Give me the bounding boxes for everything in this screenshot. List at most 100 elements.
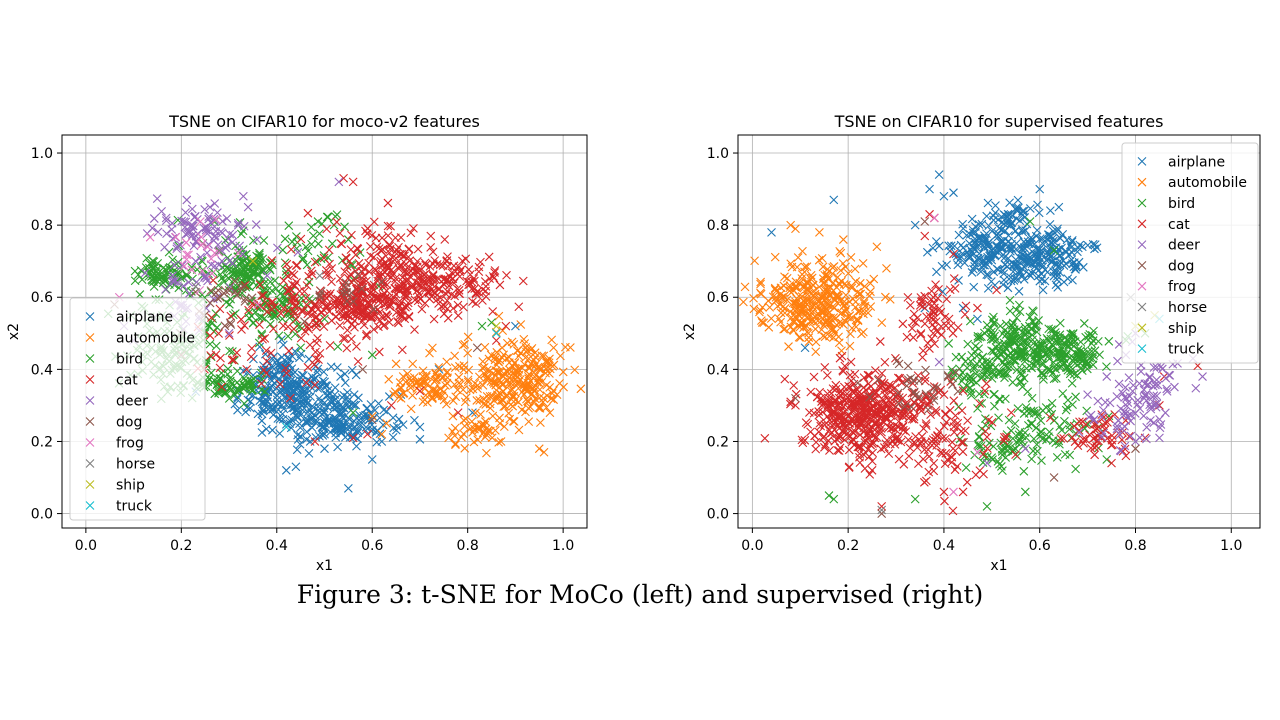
point-bird [271, 284, 281, 294]
point-frog [210, 248, 220, 258]
x-tick-label: 0.8 [1124, 538, 1146, 554]
point-bird [269, 311, 279, 321]
point-cat [295, 286, 305, 296]
point-cat [207, 313, 216, 322]
point-airplane [326, 362, 336, 372]
point-deer [1074, 428, 1084, 437]
point-cat [859, 373, 869, 382]
point-cat [450, 291, 460, 301]
point-bird [1045, 404, 1055, 414]
point-airplane [1071, 264, 1081, 274]
point-deer [1149, 363, 1159, 372]
point-airplane [281, 400, 291, 409]
point-airplane [1021, 226, 1031, 235]
point-cat [369, 324, 379, 334]
point-cat [211, 350, 221, 360]
point-bird [130, 276, 140, 286]
point-automobile [549, 360, 559, 370]
point-deer [168, 277, 178, 287]
point-automobile [803, 289, 812, 299]
point-automobile [514, 425, 524, 435]
point-deer [1143, 379, 1153, 389]
point-cat [907, 323, 917, 333]
point-airplane [934, 241, 944, 251]
point-airplane [1009, 259, 1019, 269]
y-tick-label: 0.8 [707, 218, 729, 234]
point-cat [868, 410, 877, 420]
point-bird [1027, 393, 1037, 403]
point-airplane [391, 425, 401, 435]
point-bird [1052, 337, 1062, 347]
point-cat [267, 256, 277, 265]
point-bird [322, 212, 332, 222]
point-automobile [441, 381, 450, 390]
point-bird [302, 260, 312, 270]
point-automobile [817, 254, 827, 263]
point-cat [873, 409, 883, 418]
point-cat [960, 310, 970, 319]
point-deer [228, 230, 238, 240]
point-deer [1152, 391, 1162, 401]
point-dog [206, 286, 216, 296]
point-automobile [522, 345, 532, 355]
point-airplane [245, 403, 255, 413]
point-automobile [738, 297, 748, 307]
legend-box [1121, 142, 1259, 364]
point-bird [1047, 398, 1057, 408]
point-cat [901, 411, 911, 421]
point-bird [1014, 324, 1024, 334]
legend-marker-deer [1137, 240, 1147, 249]
point-bird [296, 343, 306, 353]
point-cat [847, 387, 857, 397]
legend-label-dog: dog [1168, 258, 1194, 274]
point-automobile [786, 322, 796, 332]
point-airplane [945, 246, 955, 256]
point-frog [207, 269, 217, 278]
point-bird [239, 373, 249, 383]
point-bird [1037, 427, 1046, 437]
y-tick-label: 0.6 [707, 290, 729, 306]
point-airplane [987, 255, 997, 265]
point-cat [814, 407, 824, 416]
point-cat [391, 308, 401, 317]
point-bird [990, 401, 999, 411]
point-bird [1015, 434, 1025, 444]
point-cat [415, 386, 425, 396]
point-automobile [547, 335, 557, 345]
point-cat [335, 274, 345, 283]
point-bird [226, 294, 236, 304]
point-automobile [451, 392, 461, 402]
point-bird [265, 319, 275, 329]
point-bird [993, 457, 1003, 466]
point-cat [919, 477, 929, 487]
point-airplane [1071, 261, 1080, 271]
point-airplane [253, 409, 263, 419]
point-cat [916, 329, 926, 338]
point-frog [196, 217, 205, 226]
point-airplane [329, 404, 339, 414]
point-automobile [857, 329, 866, 339]
point-cat [470, 276, 479, 286]
point-dog [947, 380, 957, 389]
point-cat [304, 324, 314, 334]
point-cat [956, 426, 966, 436]
point-automobile [539, 447, 549, 457]
point-airplane [304, 448, 314, 458]
point-cat [904, 451, 914, 461]
point-cat [453, 300, 463, 310]
point-airplane [1025, 204, 1035, 213]
point-cat [324, 307, 334, 316]
point-cat [447, 274, 457, 284]
point-airplane [340, 369, 350, 379]
point-automobile [498, 371, 508, 381]
point-bird [259, 287, 269, 296]
point-deer [243, 202, 253, 212]
point-cat [1073, 441, 1083, 451]
point-deer [161, 213, 171, 223]
point-bird [1032, 440, 1042, 449]
point-automobile [394, 392, 404, 402]
point-airplane [1005, 220, 1015, 230]
point-cat [896, 409, 905, 419]
point-automobile [448, 427, 457, 436]
y-tick-label: 1.0 [31, 146, 53, 162]
